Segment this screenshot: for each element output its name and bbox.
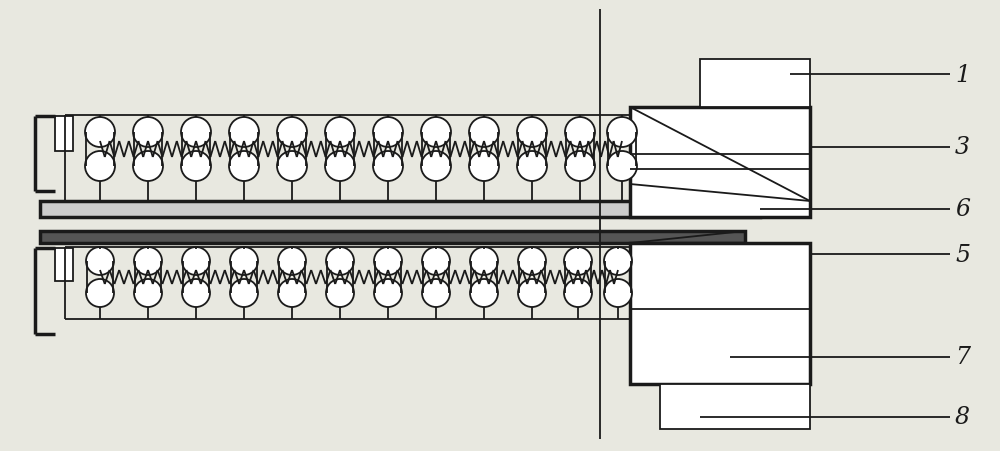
Circle shape — [326, 248, 354, 276]
Bar — [55, 117, 73, 152]
Circle shape — [86, 279, 114, 307]
Circle shape — [565, 152, 595, 182]
Circle shape — [469, 152, 499, 182]
Circle shape — [134, 248, 162, 276]
Circle shape — [133, 118, 163, 147]
Bar — [660, 384, 810, 429]
Circle shape — [421, 118, 451, 147]
Circle shape — [230, 279, 258, 307]
Circle shape — [604, 279, 632, 307]
Text: 1: 1 — [955, 63, 970, 86]
Circle shape — [181, 152, 211, 182]
Bar — [55, 249, 73, 281]
Circle shape — [564, 279, 592, 307]
Circle shape — [134, 279, 162, 307]
Circle shape — [421, 152, 451, 182]
Circle shape — [374, 279, 402, 307]
Text: 3: 3 — [955, 136, 970, 159]
Circle shape — [230, 248, 258, 276]
Circle shape — [517, 152, 547, 182]
Text: 6: 6 — [955, 198, 970, 221]
Text: 8: 8 — [955, 405, 970, 428]
Circle shape — [326, 279, 354, 307]
Circle shape — [181, 118, 211, 147]
Circle shape — [182, 279, 210, 307]
Circle shape — [373, 118, 403, 147]
Circle shape — [229, 152, 259, 182]
Circle shape — [564, 248, 592, 276]
Circle shape — [470, 279, 498, 307]
Text: 5: 5 — [955, 243, 970, 266]
Text: 7: 7 — [955, 346, 970, 368]
Circle shape — [374, 248, 402, 276]
Circle shape — [278, 248, 306, 276]
Circle shape — [325, 118, 355, 147]
Circle shape — [277, 118, 307, 147]
Circle shape — [182, 248, 210, 276]
Circle shape — [133, 152, 163, 182]
Bar — [700, 60, 810, 108]
Circle shape — [422, 248, 450, 276]
Circle shape — [565, 118, 595, 147]
Circle shape — [469, 118, 499, 147]
Bar — [630, 244, 810, 384]
Circle shape — [517, 118, 547, 147]
Circle shape — [278, 279, 306, 307]
Bar — [630, 108, 810, 217]
Bar — [40, 231, 745, 244]
Circle shape — [373, 152, 403, 182]
Circle shape — [518, 279, 546, 307]
Circle shape — [229, 118, 259, 147]
Circle shape — [277, 152, 307, 182]
Circle shape — [470, 248, 498, 276]
Circle shape — [85, 118, 115, 147]
Circle shape — [85, 152, 115, 182]
Bar — [40, 202, 760, 217]
Circle shape — [604, 248, 632, 276]
Circle shape — [607, 118, 637, 147]
Circle shape — [518, 248, 546, 276]
Circle shape — [422, 279, 450, 307]
Circle shape — [607, 152, 637, 182]
Circle shape — [325, 152, 355, 182]
Circle shape — [86, 248, 114, 276]
